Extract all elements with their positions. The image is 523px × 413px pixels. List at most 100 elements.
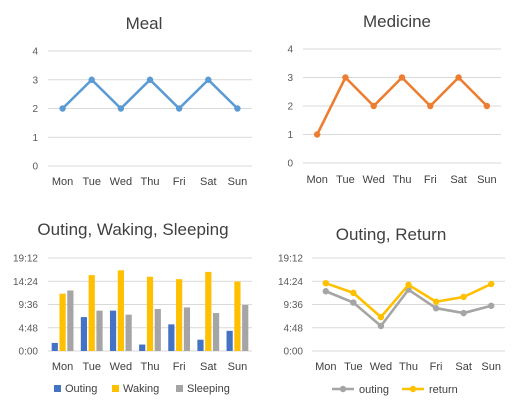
y-tick-label: 0 (287, 159, 293, 170)
x-tick-label: Fri (173, 176, 186, 188)
x-tick-label: Sun (477, 174, 497, 186)
x-tick-label: Wed (110, 176, 132, 188)
bar-outing (51, 342, 58, 351)
data-point (146, 76, 154, 83)
data-point (350, 289, 357, 297)
data-point (370, 102, 377, 110)
data-point (460, 309, 467, 317)
data-point (455, 74, 462, 81)
x-tick-label: Fri (173, 361, 186, 373)
series-line-meal (61, 78, 239, 110)
bar-waking (146, 276, 154, 351)
data-point (350, 299, 357, 306)
bar-waking (59, 293, 66, 351)
chart-title: Meal (126, 14, 163, 33)
bar-waking (88, 275, 95, 351)
x-tick-label: Sun (228, 361, 248, 373)
y-tick-label: 0:00 (284, 347, 304, 358)
y-tick-label: 4 (32, 47, 38, 58)
x-tick-label: Mon (52, 176, 73, 188)
legend-swatch (54, 385, 61, 392)
legend-label: return (429, 384, 458, 396)
y-tick-label: 1 (32, 133, 38, 144)
x-tick-label: Fri (430, 361, 443, 373)
x-tick-label: Wed (110, 361, 132, 373)
data-point (460, 293, 467, 301)
y-tick-label: 3 (32, 75, 38, 86)
chart-title: Outing, Waking, Sleeping (37, 220, 228, 239)
bar-outing (80, 317, 88, 351)
chart-title: Medicine (363, 12, 431, 31)
x-tick-label: Thu (399, 361, 418, 373)
x-tick-label: Sat (200, 361, 217, 373)
legend-swatch (112, 385, 119, 392)
data-point (205, 76, 212, 83)
x-tick-label: Thu (393, 174, 412, 186)
x-tick-label: Tue (82, 176, 101, 188)
x-tick-label: Thu (141, 361, 160, 373)
y-tick-label: 3 (287, 73, 293, 84)
x-tick-label: Sun (228, 176, 248, 188)
data-point (59, 105, 66, 112)
data-point (398, 74, 406, 81)
bar-waking (234, 281, 241, 351)
chart-ows: Outing, Waking, Sleeping 0:00 4:48 9:36 14:2… (13, 220, 252, 395)
data-point (427, 102, 434, 110)
y-tick-label: 19:12 (13, 254, 38, 265)
legend-marker (339, 385, 347, 393)
bar-sleeping (154, 309, 161, 351)
data-point (234, 105, 241, 112)
bar-waking (176, 279, 183, 351)
x-tick-label: Mon (306, 174, 327, 186)
data-point (88, 76, 95, 83)
data-point (377, 322, 385, 330)
data-point (322, 288, 329, 295)
x-tick-label: Sun (481, 361, 501, 373)
x-tick-label: Tue (336, 174, 355, 186)
y-tick-label: 19:12 (278, 254, 303, 265)
chart-medicine: Medicine 0 1 2 3 4 Mon Tue Wed Thu Fri Sat Sun (287, 12, 501, 186)
legend-swatch (176, 385, 183, 392)
legend-label: Outing (65, 383, 97, 395)
bar-sleeping (96, 310, 103, 351)
chart-or: Outing, Return 0:00 4:48 9:36 14:24 19:12 Mon T… (278, 225, 505, 396)
x-tick-label: Mon (315, 361, 336, 373)
x-tick-label: Tue (344, 361, 363, 373)
y-tick-label: 2 (287, 102, 293, 113)
y-tick-label: 1 (287, 130, 293, 141)
data-point (488, 302, 495, 309)
legend-label: Waking (123, 383, 159, 395)
bar-waking (205, 271, 212, 351)
x-tick-label: Thu (141, 176, 160, 188)
chart-title: Outing, Return (336, 225, 447, 244)
bar-sleeping (125, 314, 132, 351)
y-tick-label: 4:48 (19, 323, 39, 334)
x-tick-label: Mon (52, 361, 73, 373)
data-point (175, 105, 183, 112)
x-tick-label: Sat (455, 361, 472, 373)
x-tick-label: Wed (370, 361, 392, 373)
x-tick-label: Fri (424, 174, 437, 186)
data-point (483, 102, 491, 110)
data-point (432, 305, 440, 312)
data-point (405, 281, 412, 289)
bar-sleeping (242, 304, 249, 351)
data-point (342, 74, 349, 81)
legend-marker (409, 385, 417, 393)
x-tick-label: Sat (450, 174, 467, 186)
bar-outing (226, 330, 233, 351)
data-point (117, 105, 125, 112)
data-point (488, 280, 495, 288)
bar-sleeping (212, 313, 220, 351)
y-tick-label: 14:24 (278, 277, 303, 288)
bar-outing (197, 339, 204, 351)
data-point (313, 131, 321, 138)
x-tick-label: Tue (82, 361, 101, 373)
bar-outing (139, 344, 146, 351)
legend-label: Sleeping (187, 383, 230, 395)
data-point (432, 298, 440, 305)
y-tick-label: 0:00 (19, 347, 39, 358)
x-tick-label: Sat (200, 176, 217, 188)
